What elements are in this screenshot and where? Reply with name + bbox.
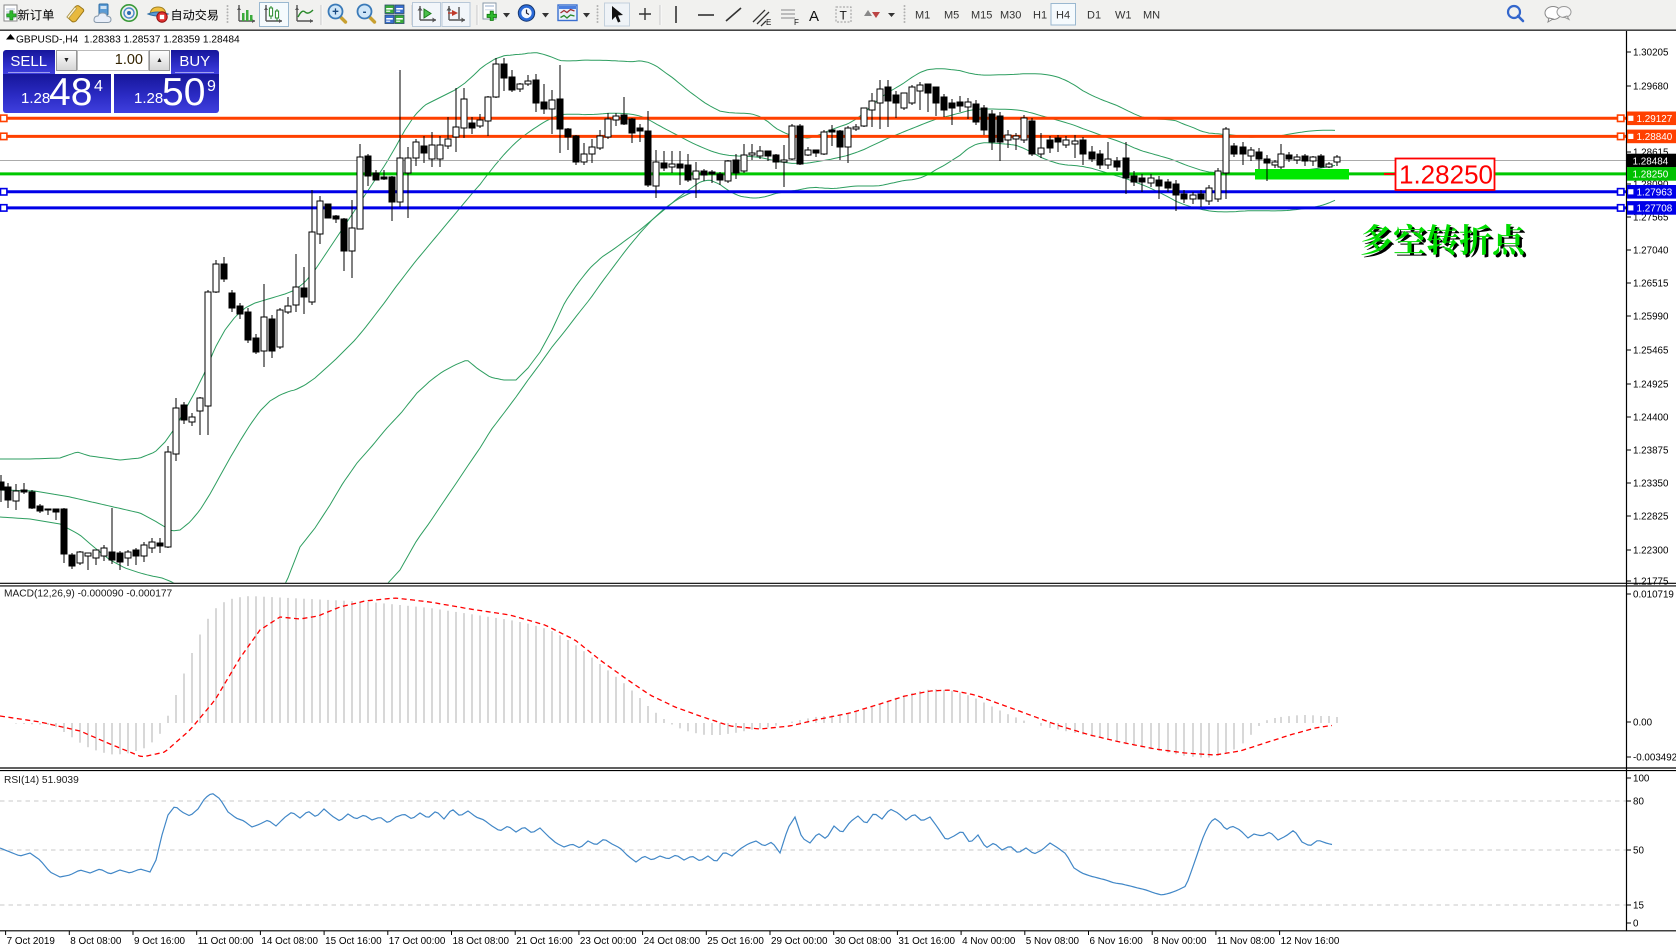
svg-text:MACD(12,26,9) -0.000090 -0.000: MACD(12,26,9) -0.000090 -0.000177 (4, 589, 173, 600)
svg-text:M30: M30 (1000, 10, 1021, 22)
svg-text:D1: D1 (1087, 10, 1101, 22)
svg-text:1.24925: 1.24925 (1633, 380, 1669, 391)
svg-text:11 Nov 08:00: 11 Nov 08:00 (1217, 936, 1276, 947)
svg-text:0.00: 0.00 (1633, 718, 1653, 729)
svg-text:1.25465: 1.25465 (1633, 346, 1669, 357)
svg-text:4 Nov 00:00: 4 Nov 00:00 (962, 936, 1016, 947)
svg-text:T: T (840, 9, 848, 23)
svg-text:30 Oct 08:00: 30 Oct 08:00 (835, 936, 892, 947)
svg-text:9 Oct 16:00: 9 Oct 16:00 (134, 936, 186, 947)
svg-text:21 Oct 16:00: 21 Oct 16:00 (516, 936, 573, 947)
svg-text:1.27040: 1.27040 (1633, 246, 1669, 257)
svg-text:1.23350: 1.23350 (1633, 479, 1669, 490)
svg-text:25 Oct 16:00: 25 Oct 16:00 (707, 936, 764, 947)
svg-text:H4: H4 (1056, 10, 1070, 22)
svg-text:MN: MN (1143, 10, 1160, 22)
svg-text:8 Nov 00:00: 8 Nov 00:00 (1153, 936, 1207, 947)
svg-text:5 Nov 08:00: 5 Nov 08:00 (1026, 936, 1080, 947)
svg-text:14 Oct 08:00: 14 Oct 08:00 (261, 936, 318, 947)
svg-text:+: + (332, 7, 339, 19)
svg-text:8 Oct 08:00: 8 Oct 08:00 (70, 936, 122, 947)
svg-text:M5: M5 (944, 10, 959, 22)
svg-text:1.24400: 1.24400 (1633, 413, 1669, 424)
svg-text:M1: M1 (915, 10, 930, 22)
svg-text:31 Oct 16:00: 31 Oct 16:00 (898, 936, 955, 947)
svg-text:RSI(14) 51.9039: RSI(14) 51.9039 (4, 775, 79, 786)
svg-text:29 Oct 00:00: 29 Oct 00:00 (771, 936, 828, 947)
svg-text:1.22300: 1.22300 (1633, 546, 1669, 557)
svg-text:1.28250: 1.28250 (1633, 170, 1669, 181)
svg-text:1.30205: 1.30205 (1633, 48, 1669, 59)
svg-text:24 Oct 08:00: 24 Oct 08:00 (644, 936, 701, 947)
svg-text:1.28615: 1.28615 (1633, 148, 1669, 159)
svg-text:E: E (766, 18, 771, 27)
svg-text:GBPUSD-,H4 1.28383 1.28537 1.: GBPUSD-,H4 1.28383 1.28537 1.28359 1.284… (16, 35, 240, 46)
svg-text:15: 15 (1633, 901, 1644, 912)
svg-text:23 Oct 00:00: 23 Oct 00:00 (580, 936, 637, 947)
svg-text:1.21775: 1.21775 (1633, 577, 1669, 588)
svg-text:1.28250: 1.28250 (1399, 160, 1493, 190)
svg-text:1.28484: 1.28484 (1633, 156, 1669, 167)
svg-text:15 Oct 16:00: 15 Oct 16:00 (325, 936, 382, 947)
svg-text:1.27565: 1.27565 (1633, 213, 1669, 224)
svg-text:1.22825: 1.22825 (1633, 512, 1669, 523)
svg-text:1.25990: 1.25990 (1633, 312, 1669, 323)
svg-text:1.29127: 1.29127 (1637, 114, 1673, 125)
svg-text:80: 80 (1633, 797, 1644, 808)
svg-text:50: 50 (1633, 846, 1644, 857)
svg-text:H1: H1 (1033, 10, 1047, 22)
svg-text:F: F (794, 18, 799, 27)
svg-text:1.29680: 1.29680 (1633, 82, 1669, 93)
svg-text:-: - (363, 7, 367, 19)
svg-text:-0.003492: -0.003492 (1633, 753, 1676, 764)
svg-text:0.010719: 0.010719 (1633, 590, 1674, 601)
svg-text:7 Oct 2019: 7 Oct 2019 (7, 936, 56, 947)
svg-text:A: A (809, 8, 819, 25)
svg-text:1.28840: 1.28840 (1637, 132, 1673, 143)
svg-text:1.26515: 1.26515 (1633, 279, 1669, 290)
svg-text:6 Nov 16:00: 6 Nov 16:00 (1090, 936, 1144, 947)
svg-text:1.23875: 1.23875 (1633, 446, 1669, 457)
svg-text:M15: M15 (971, 10, 992, 22)
svg-text:100: 100 (1633, 774, 1650, 785)
svg-text:12 Nov 16:00: 12 Nov 16:00 (1281, 936, 1340, 947)
svg-text:11 Oct 00:00: 11 Oct 00:00 (198, 936, 254, 947)
svg-text:18 Oct 08:00: 18 Oct 08:00 (453, 936, 510, 947)
svg-text:17 Oct 00:00: 17 Oct 00:00 (389, 936, 446, 947)
svg-text:1.27708: 1.27708 (1637, 204, 1673, 215)
svg-text:W1: W1 (1115, 10, 1132, 22)
svg-text:0: 0 (1633, 919, 1639, 930)
svg-text:1.27963: 1.27963 (1637, 188, 1673, 199)
